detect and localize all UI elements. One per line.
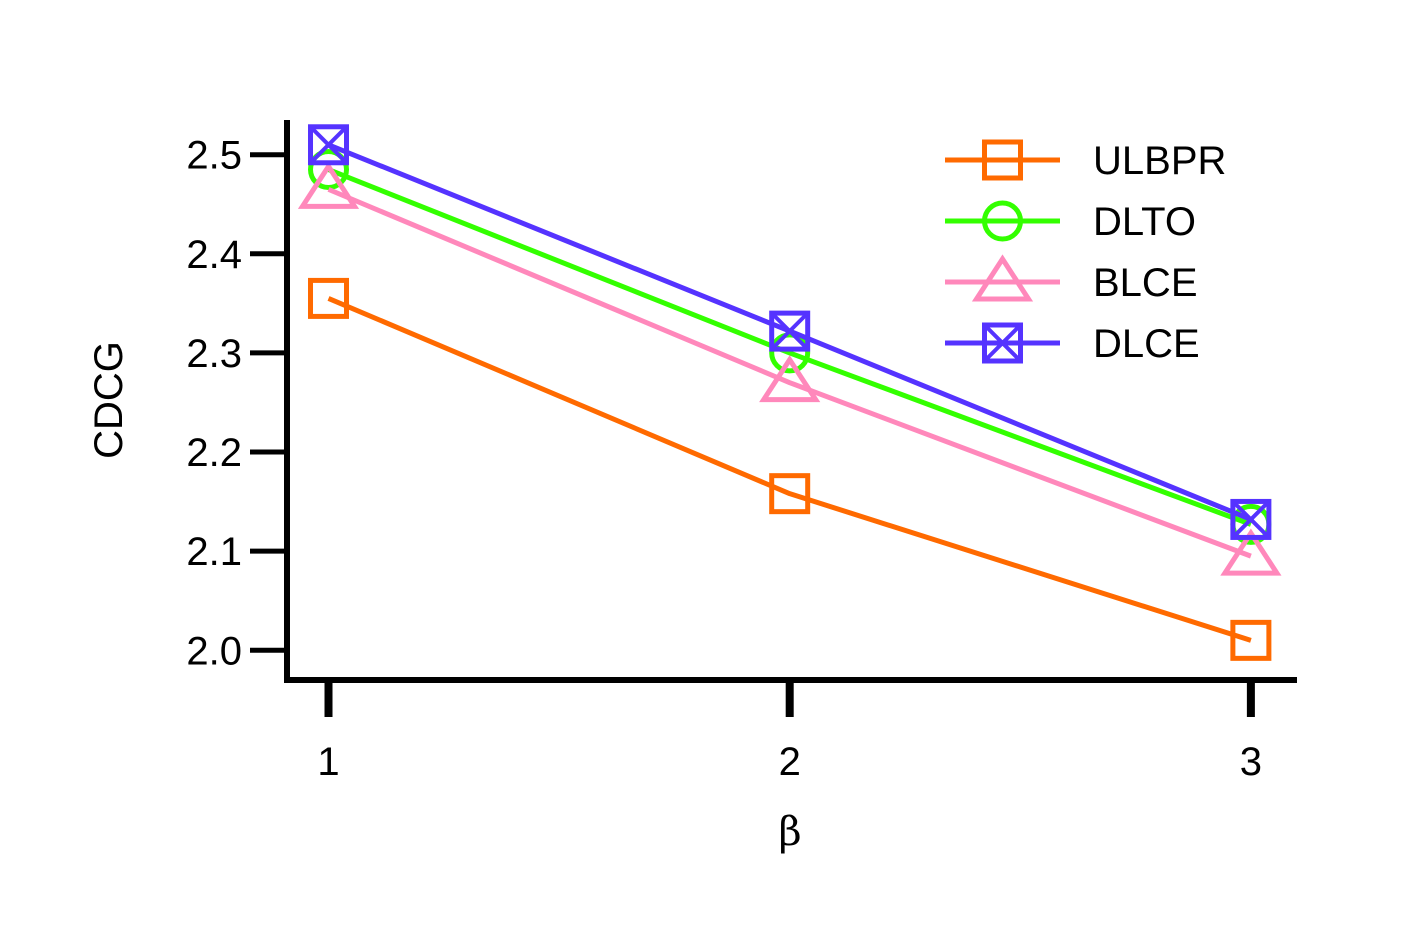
legend-item-dlce: DLCE	[945, 322, 1200, 366]
legend-item-blce: BLCE	[945, 254, 1198, 305]
legend-marker	[982, 200, 1023, 242]
legend-marker	[982, 322, 1023, 364]
legend-label: DLCE	[1093, 322, 1200, 366]
y-tick-label: 2.4	[186, 233, 242, 277]
data-point	[1230, 498, 1272, 540]
marker-cross	[770, 311, 810, 351]
data-point	[769, 473, 811, 515]
legend-label: ULBPR	[1093, 139, 1226, 183]
y-tick-label: 2.3	[186, 332, 242, 376]
series-line	[327, 167, 1252, 527]
legend-item-dlto: DLTO	[945, 200, 1196, 244]
y-tick-label: 2.1	[186, 530, 242, 574]
data-point	[1230, 619, 1272, 661]
y-tick-label: 2.2	[186, 431, 242, 475]
x-tick-label: 1	[317, 740, 339, 784]
legend-item-ulbpr: ULBPR	[945, 139, 1226, 183]
legend-label: DLTO	[1093, 200, 1196, 244]
marker-cross	[309, 125, 348, 165]
y-axis-title: CDCG	[87, 341, 131, 459]
data-point	[308, 277, 350, 319]
data-point	[308, 149, 350, 191]
series-line	[327, 296, 1252, 643]
y-tick-label: 2.0	[186, 629, 242, 673]
legend: ULBPR DLTO BLCE DLCE	[945, 139, 1226, 366]
series-dlce	[308, 124, 1272, 540]
legend-label: BLCE	[1093, 261, 1198, 305]
x-axis-title: β	[778, 809, 801, 855]
axes: 2.0 2.1 2.2 2.3 2.4 2.5 1 2 3	[186, 120, 1297, 784]
data-point	[769, 310, 811, 352]
marker-cross	[1231, 500, 1271, 539]
marker-box	[308, 124, 350, 166]
legend-marker	[971, 254, 1034, 302]
data-point	[759, 355, 821, 403]
data-point	[1220, 528, 1282, 576]
data-point	[308, 124, 350, 166]
marker-cross	[983, 323, 1022, 363]
marker-box	[982, 322, 1023, 364]
series-line	[327, 187, 1252, 559]
marker-box	[1230, 498, 1272, 540]
x-tick-label: 2	[779, 740, 801, 784]
series-blce	[297, 161, 1282, 576]
plot-lines	[297, 124, 1282, 661]
marker-box	[769, 310, 811, 352]
data-point	[769, 332, 811, 374]
legend-marker	[982, 139, 1023, 181]
series-ulbpr	[308, 277, 1272, 661]
y-tick-label: 2.5	[186, 134, 242, 178]
x-tick-label: 3	[1240, 740, 1262, 784]
data-point	[297, 161, 360, 209]
